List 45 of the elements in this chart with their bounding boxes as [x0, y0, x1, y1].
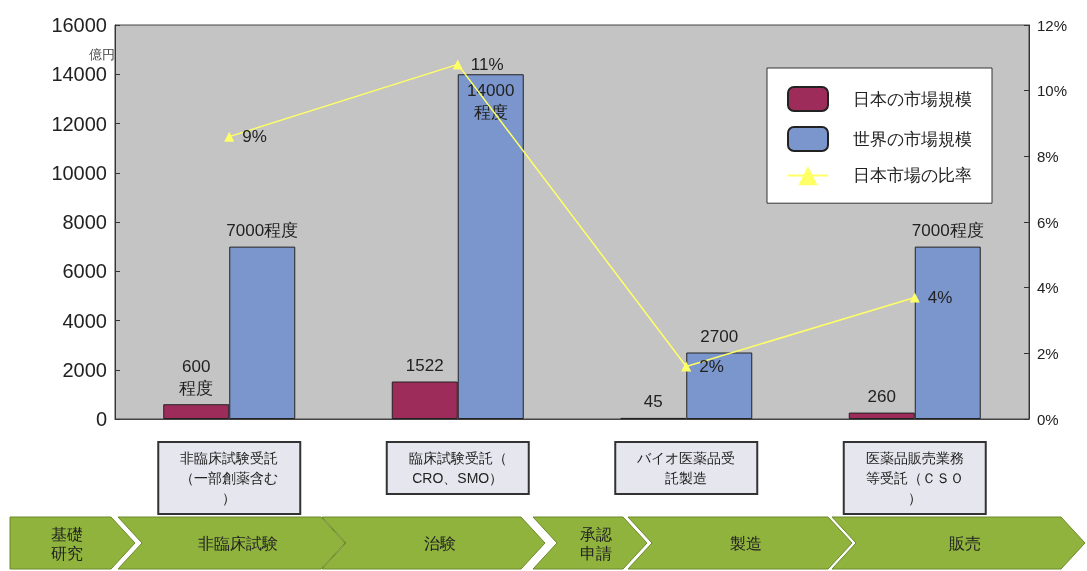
point: [224, 131, 235, 142]
y2-tick-label: 10%: [1037, 82, 1068, 100]
data-label: 1522: [405, 356, 444, 376]
text: 承認申請: [580, 524, 612, 563]
data-label: 2700: [700, 327, 739, 347]
x-tick-label: 医薬品販売業務等受託（ＣＳＯ）: [865, 450, 964, 506]
y-tick-label: 6000: [62, 260, 107, 283]
data-label: 45: [643, 392, 663, 412]
y-tick-label: 14000: [51, 63, 107, 86]
y-tick-label: 8000: [62, 211, 107, 233]
y-tick-label: 2000: [62, 358, 107, 381]
data-label: 260: [867, 387, 896, 407]
legend-label: 世界の市場規模: [853, 129, 972, 149]
text: 非臨床試験: [197, 534, 278, 553]
data-label: 2%: [699, 356, 724, 376]
data-label: 4%: [927, 288, 953, 308]
data-label: 9%: [242, 127, 267, 147]
text: 製造: [730, 534, 762, 553]
y2-tick-label: 0%: [1037, 410, 1059, 428]
y-tick-label: 0: [95, 408, 107, 430]
y2-tick-label: 2%: [1037, 344, 1059, 362]
y2-tick-label: 8%: [1037, 147, 1059, 165]
text: 治験: [423, 534, 456, 553]
point: [681, 361, 692, 372]
data-label: 11%: [470, 54, 504, 74]
x-tick-label: 臨床試験受託（CRO、SMO）: [408, 450, 507, 486]
x-tick-label: 非臨床試験受託（一部創薬含む）: [180, 450, 279, 506]
y-tick-label: 16000: [51, 14, 107, 36]
legend-label: 日本市場の比率: [853, 166, 972, 186]
data-label: 7000程度: [911, 221, 984, 241]
data-label: 7000程度: [226, 221, 299, 241]
text: 販売: [948, 534, 981, 553]
point: [909, 292, 920, 303]
y2-tick-label: 6%: [1037, 213, 1059, 231]
y-tick-label: 12000: [51, 112, 107, 135]
point: [452, 59, 463, 70]
y-tick-label: 10000: [51, 161, 107, 184]
text: 基礎研究: [50, 524, 83, 563]
y-axis-title: 億円: [89, 47, 115, 62]
data-label: 600 程度: [179, 356, 214, 398]
legend-label: 日本の市場規模: [853, 89, 972, 109]
y2-tick-label: 12%: [1037, 16, 1068, 34]
x-tick-label: バイオ医薬品受託製造: [636, 450, 736, 486]
y-tick-label: 4000: [62, 309, 107, 332]
y2-tick-label: 4%: [1037, 279, 1059, 297]
